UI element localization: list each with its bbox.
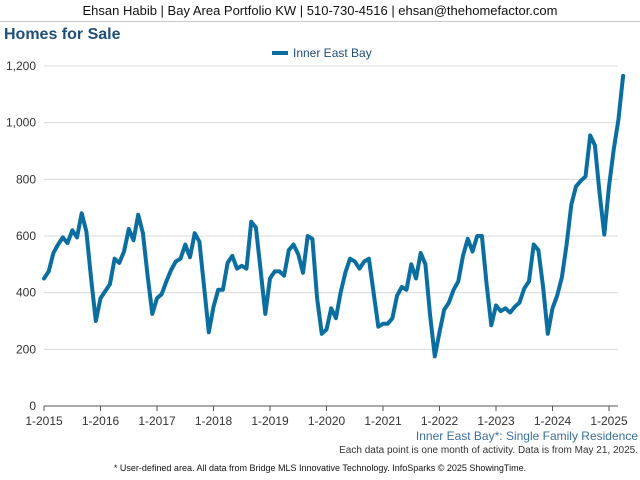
legend-label: Inner East Bay xyxy=(293,46,372,60)
gridlines xyxy=(44,65,618,350)
chart-subtitle: Inner East Bay*: Single Family Residence xyxy=(415,429,638,443)
y-tick-label: 1,000 xyxy=(6,116,36,130)
legend-swatch xyxy=(272,51,288,55)
x-tick-label: 1-2018 xyxy=(195,414,233,428)
y-tick-label: 200 xyxy=(16,342,36,356)
x-tick-label: 1-2015 xyxy=(25,414,63,428)
y-tick-label: 1,200 xyxy=(6,59,36,73)
source-footer: * User-defined area. All data from Bridg… xyxy=(113,463,527,473)
data-note: Each data point is one month of activity… xyxy=(339,445,638,456)
y-tick-label: 600 xyxy=(16,229,36,243)
x-axis: 1-2015 1-2016 1-2017 1-2018 1-2019 1-2020 1-20… xyxy=(25,405,628,428)
x-tick-label: 1-2020 xyxy=(308,414,346,428)
x-tick-label: 1-2019 xyxy=(251,414,289,428)
x-tick-label: 1-2021 xyxy=(364,414,402,428)
y-tick-label: 800 xyxy=(16,172,36,186)
contact-header: Ehsan Habib | Bay Area Portfolio KW | 51… xyxy=(0,0,640,22)
x-tick-label: 1-2017 xyxy=(138,414,176,428)
legend[interactable]: Inner East Bay xyxy=(272,46,372,60)
y-axis: 0 200 400 600 800 1,000 1,200 xyxy=(6,59,36,413)
chart-title: Homes for Sale xyxy=(4,26,121,43)
x-tick-label: 1-2023 xyxy=(477,414,515,428)
x-tick-label: 1-2022 xyxy=(421,414,459,428)
series-line-inner-east-bay[interactable] xyxy=(42,73,626,359)
x-tick-label: 1-2025 xyxy=(590,414,628,428)
x-tick-label: 1-2016 xyxy=(82,414,120,428)
y-tick-label: 400 xyxy=(16,286,36,300)
x-tick-label: 1-2024 xyxy=(534,414,572,428)
y-tick-label: 0 xyxy=(29,399,36,413)
